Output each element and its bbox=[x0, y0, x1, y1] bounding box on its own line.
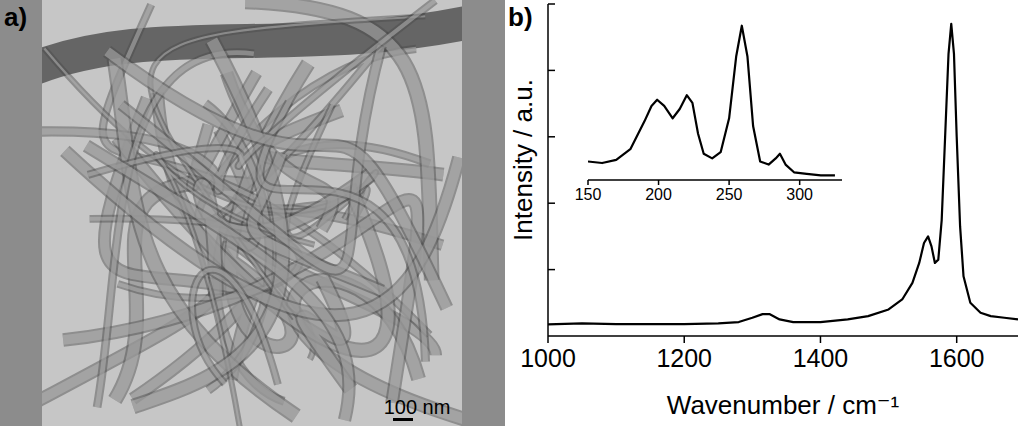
x-axis bbox=[588, 179, 842, 181]
x-axis-title: Wavenumber / cm⁻¹ bbox=[667, 390, 900, 420]
x-tick bbox=[658, 180, 660, 185]
x-tick-label: 150 bbox=[575, 186, 602, 203]
x-tick bbox=[547, 336, 549, 343]
plot-area bbox=[548, 24, 1018, 324]
y-tick bbox=[548, 136, 555, 138]
x-tick-label: 200 bbox=[645, 186, 672, 203]
x-tick-label: 300 bbox=[786, 186, 813, 203]
x-tick bbox=[587, 180, 589, 185]
panel-label: b) bbox=[508, 2, 533, 32]
scale-bar bbox=[393, 418, 413, 421]
x-tick-label: 1200 bbox=[656, 344, 712, 372]
tube-core bbox=[88, 1, 435, 175]
y-tick bbox=[548, 70, 555, 72]
tube-core bbox=[192, 270, 278, 385]
x-tick bbox=[956, 336, 958, 343]
x-tick-label: 1000 bbox=[520, 344, 576, 372]
x-tick-label: 1600 bbox=[929, 344, 985, 372]
scale-bar-label: 100 nm bbox=[384, 396, 451, 418]
spectrum-line bbox=[588, 26, 835, 176]
figure: a) 100 nm b) 1000 1200 1400 1600 Wavenumber / c… bbox=[0, 0, 1026, 426]
y-tick bbox=[548, 202, 555, 204]
x-tick bbox=[799, 180, 801, 185]
tube-wall bbox=[88, 1, 435, 175]
nanotubes bbox=[42, 1, 462, 426]
x-tick bbox=[683, 336, 685, 343]
x-tick-label: 250 bbox=[716, 186, 743, 203]
spectrum-line bbox=[548, 24, 1018, 324]
x-tick-label: 1400 bbox=[793, 344, 849, 372]
y-tick bbox=[548, 269, 555, 271]
y-axis bbox=[547, 4, 549, 336]
tube-wall bbox=[192, 270, 278, 385]
tube-wall bbox=[86, 146, 349, 420]
panel-label: a) bbox=[4, 2, 27, 32]
x-tick bbox=[728, 180, 730, 185]
tube-core bbox=[86, 146, 349, 420]
y-axis-title: Intensity / a.u. bbox=[508, 79, 538, 241]
x-tick bbox=[820, 336, 822, 343]
plot-area bbox=[588, 26, 835, 176]
panel-a-background bbox=[0, 0, 505, 426]
x-axis bbox=[548, 335, 1018, 337]
y-tick bbox=[548, 3, 555, 5]
